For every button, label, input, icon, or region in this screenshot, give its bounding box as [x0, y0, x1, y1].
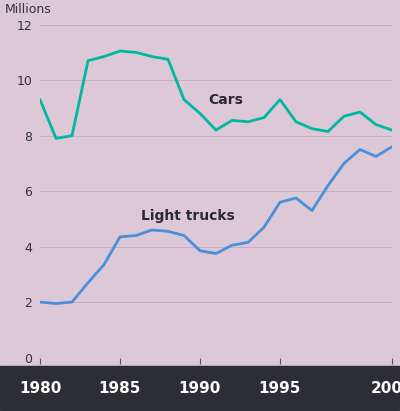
Text: 1980: 1980 [19, 381, 61, 396]
Text: Millions: Millions [5, 3, 52, 16]
Text: 2002: 2002 [371, 381, 400, 396]
Text: Light trucks: Light trucks [141, 209, 234, 223]
FancyBboxPatch shape [0, 366, 400, 411]
Text: 1985: 1985 [99, 381, 141, 396]
Text: Cars: Cars [208, 92, 243, 106]
Text: 1990: 1990 [179, 381, 221, 396]
Text: 1995: 1995 [259, 381, 301, 396]
